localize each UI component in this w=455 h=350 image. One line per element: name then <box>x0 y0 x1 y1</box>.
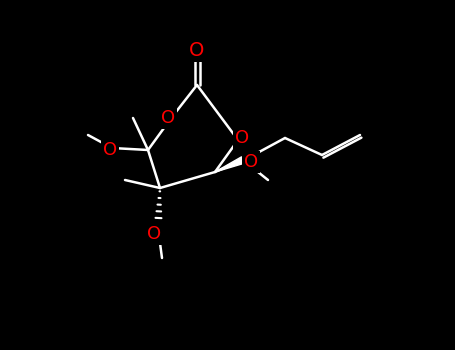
Text: O: O <box>161 109 175 127</box>
Text: O: O <box>244 153 258 171</box>
Text: O: O <box>235 129 249 147</box>
Polygon shape <box>215 157 244 172</box>
Text: O: O <box>103 141 117 159</box>
Text: O: O <box>147 225 161 243</box>
Text: O: O <box>189 41 205 60</box>
